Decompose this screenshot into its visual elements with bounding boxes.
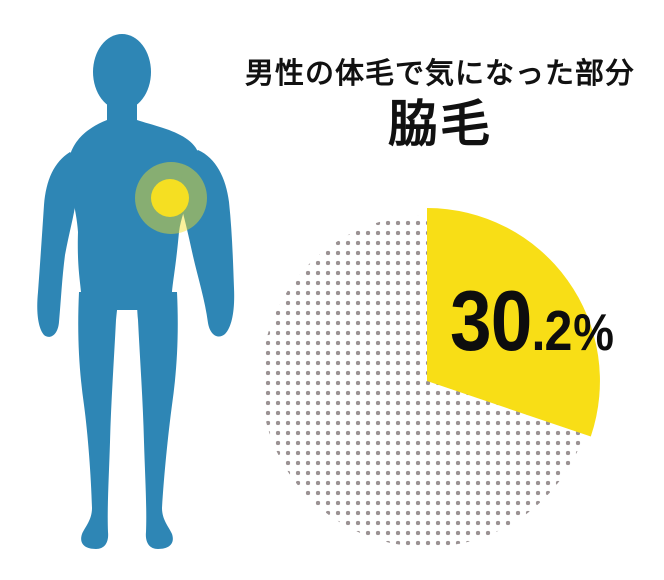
pie-data-label: 30 .2 % — [450, 274, 614, 369]
pie-chart: 30 .2 % — [254, 208, 614, 554]
right-leg-shape — [137, 292, 178, 549]
highlight-dot — [151, 179, 189, 217]
percent-sign-icon: % — [573, 304, 614, 362]
left-arm-shape — [37, 152, 77, 337]
torso-shape — [68, 120, 199, 310]
percent-integer: 30 — [450, 274, 532, 369]
pie-slice-layer — [427, 208, 600, 437]
body-silhouette — [37, 34, 235, 549]
page-title: 男性の体毛で気になった部分 — [244, 58, 635, 90]
percent-decimal: .2 — [531, 299, 572, 363]
right-arm-shape — [179, 150, 235, 337]
pie-slice-wakige — [427, 208, 600, 437]
header: 男性の体毛で気になった部分 脇毛 — [225, 0, 655, 149]
head-shape — [93, 34, 151, 110]
left-leg-shape — [78, 292, 118, 549]
page-subtitle: 脇毛 — [388, 95, 492, 152]
